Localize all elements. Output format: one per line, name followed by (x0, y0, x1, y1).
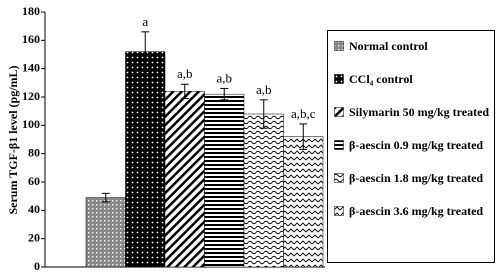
y-tick-label: 180 (22, 4, 40, 18)
error-bar (259, 99, 268, 129)
annotation: a,b (177, 66, 193, 81)
annotation: a,b (216, 70, 232, 85)
error-bar (141, 31, 150, 72)
y-tick-label: 20 (28, 230, 40, 244)
legend-label: Silymarin 50 mg/kg treated (349, 105, 490, 119)
legend-swatch (334, 41, 344, 51)
legend-entry: Silymarin 50 mg/kg treated (334, 105, 490, 138)
legend-label: β-aescin 0.9 mg/kg treated (349, 138, 484, 152)
y-tick-label: 60 (28, 174, 40, 188)
legend-swatch-fill (334, 41, 344, 51)
legend-swatch (334, 140, 344, 150)
legend-swatch-fill (334, 140, 344, 150)
bar (204, 93, 245, 268)
legend-label: β-aescin 3.6 mg/kg treated (349, 204, 484, 218)
legend: Normal control CCl₄ control Silymarin 50 m… (327, 30, 495, 263)
y-tick-label: 120 (22, 89, 40, 103)
legend-entry: Normal control (334, 39, 490, 72)
chart: Serum TGF-β1 level (pg/mL) 0 20 40 60 80 100 1… (6, 4, 325, 273)
legend-entry: β-aescin 1.8 mg/kg treated (334, 171, 490, 204)
error-bar (220, 88, 229, 101)
legend-label: β-aescin 1.8 mg/kg treated (349, 171, 484, 185)
bar (283, 136, 324, 268)
error-bar (299, 123, 308, 150)
annotation: a,b,c (291, 106, 316, 121)
y-tick-label: 40 (28, 202, 40, 216)
legend-entry: β-aescin 3.6 mg/kg treated (334, 204, 490, 237)
bar (243, 113, 284, 268)
y-axis-label: Serum TGF-β1 level (pg/mL) (6, 65, 20, 214)
annotation: a (142, 14, 148, 29)
y-tick-label: 80 (28, 145, 40, 159)
annotation: a,b (256, 82, 272, 97)
legend-swatch (334, 173, 344, 183)
legend-label: Normal control (349, 39, 428, 53)
bar (125, 51, 166, 268)
error-bar (101, 192, 110, 203)
y-tick-label: 100 (22, 117, 40, 131)
legend-swatch-fill (334, 107, 344, 117)
legend-swatch-fill (334, 173, 344, 183)
legend-swatch-fill (334, 74, 344, 84)
legend-entry: β-aescin 0.9 mg/kg treated (334, 138, 490, 171)
y-tick-label: 140 (22, 60, 40, 74)
y-tick-label: 0 (34, 259, 40, 273)
error-bar (180, 83, 189, 99)
legend-swatch (334, 107, 344, 117)
legend-entry: CCl₄ control (334, 72, 490, 105)
legend-label: CCl₄ control (349, 72, 413, 86)
legend-swatch-fill (334, 206, 344, 216)
y-tick-label: 160 (22, 32, 40, 46)
legend-swatch (334, 74, 344, 84)
bar (85, 197, 126, 268)
legend-swatch (334, 206, 344, 216)
bar (164, 91, 205, 268)
